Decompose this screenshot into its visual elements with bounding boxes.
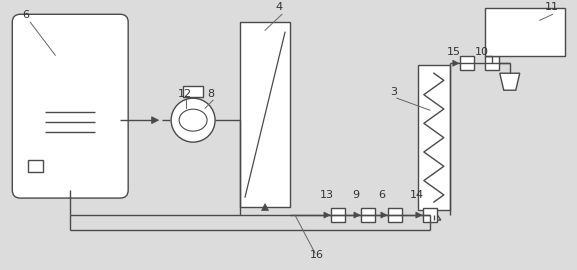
Bar <box>423 208 437 222</box>
Bar <box>240 22 290 207</box>
Text: 3: 3 <box>390 87 397 97</box>
Text: 14: 14 <box>410 190 424 200</box>
Ellipse shape <box>179 109 207 131</box>
Text: 11: 11 <box>545 2 559 12</box>
Text: 4: 4 <box>275 2 282 12</box>
Bar <box>418 65 450 210</box>
Bar <box>388 208 402 222</box>
Text: 9: 9 <box>352 190 359 200</box>
Bar <box>485 56 499 70</box>
Text: 15: 15 <box>447 47 461 57</box>
Text: 6: 6 <box>378 190 385 200</box>
Polygon shape <box>416 212 422 218</box>
Bar <box>485 8 565 56</box>
Polygon shape <box>324 212 330 218</box>
Text: 13: 13 <box>320 190 334 200</box>
Polygon shape <box>500 73 520 90</box>
Bar <box>361 208 375 222</box>
Bar <box>183 86 203 97</box>
Text: 10: 10 <box>475 47 489 57</box>
Polygon shape <box>381 212 387 218</box>
Polygon shape <box>354 212 360 218</box>
Text: 6: 6 <box>23 10 29 20</box>
Text: 12: 12 <box>178 89 192 99</box>
Circle shape <box>171 98 215 142</box>
FancyBboxPatch shape <box>12 14 128 198</box>
Bar <box>28 160 43 172</box>
Text: 8: 8 <box>207 89 214 99</box>
Polygon shape <box>152 117 159 124</box>
Polygon shape <box>427 210 441 220</box>
Text: 16: 16 <box>310 250 324 260</box>
Polygon shape <box>453 60 459 66</box>
Bar <box>331 208 345 222</box>
Bar <box>460 56 474 70</box>
Polygon shape <box>261 204 268 211</box>
